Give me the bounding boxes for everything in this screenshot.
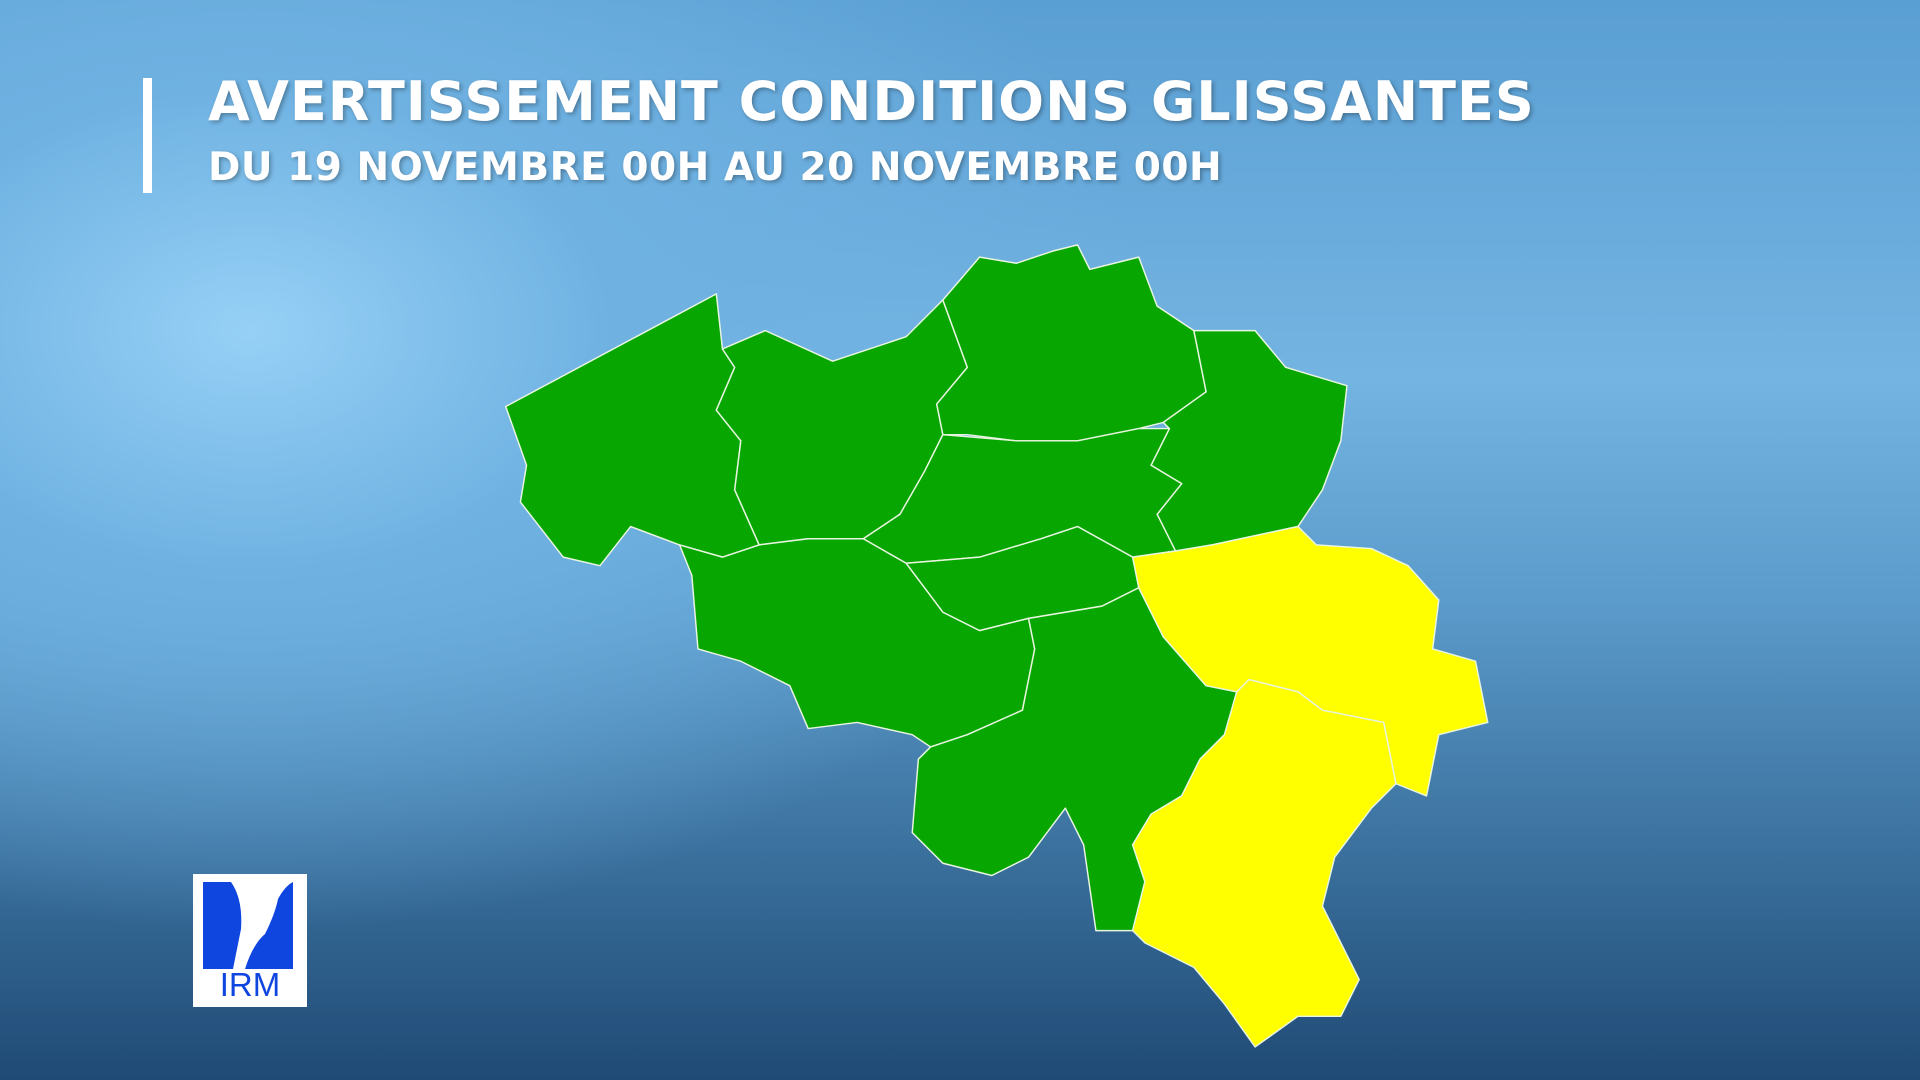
page-subtitle: DU 19 NOVEMBRE 00H AU 20 NOVEMBRE 00H bbox=[208, 145, 1223, 190]
irm-logo: IRM bbox=[193, 874, 307, 1007]
province-west-flanders bbox=[504, 293, 760, 567]
province-luxembourg bbox=[1131, 678, 1397, 1048]
irm-logo-icon bbox=[203, 882, 293, 969]
title-accent-bar bbox=[143, 78, 152, 193]
province-liege bbox=[1131, 525, 1489, 797]
irm-logo-text: IRM bbox=[219, 966, 281, 1003]
province-antwerp bbox=[936, 244, 1207, 442]
page-title: AVERTISSEMENT CONDITIONS GLISSANTES bbox=[208, 70, 1535, 133]
